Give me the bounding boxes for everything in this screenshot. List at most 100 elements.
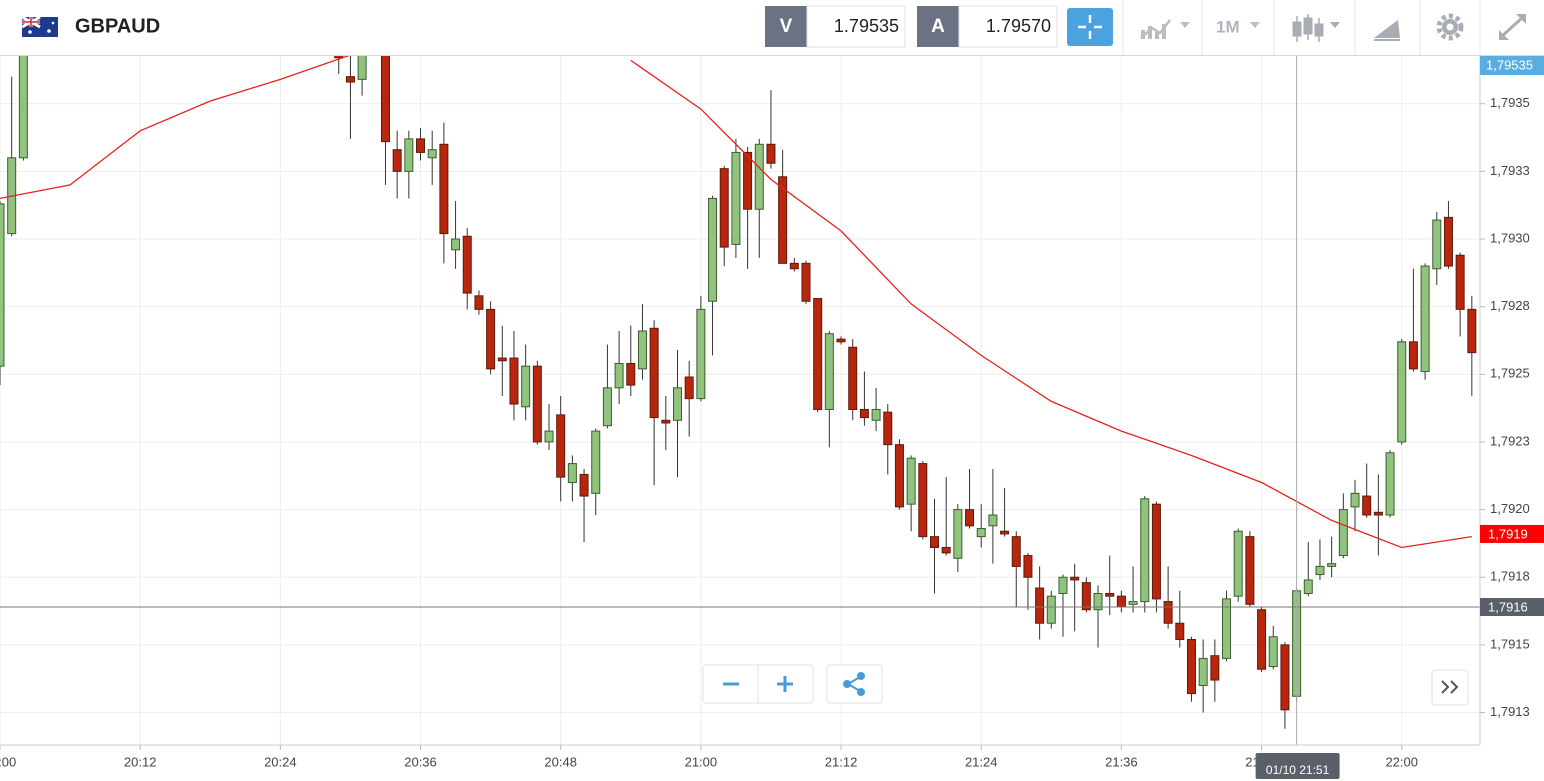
candle-body (521, 365, 531, 408)
crosshair-button[interactable] (1067, 8, 1113, 46)
candle-body (591, 430, 601, 494)
candle-body (497, 357, 507, 362)
buy-price: 1.79570 (986, 16, 1051, 36)
fullscreen-button[interactable] (1499, 14, 1526, 40)
candle-body (602, 387, 612, 427)
candle-body (789, 262, 799, 270)
ma-value-box (1480, 524, 1544, 543)
candle-body (1350, 492, 1360, 508)
ma-value: 1,7919 (1488, 526, 1528, 541)
x-tick-label: 21:36 (1105, 754, 1138, 769)
y-tick-label: 1,7918 (1490, 569, 1530, 584)
candle-body (404, 138, 414, 172)
candle-body (918, 463, 928, 538)
x-tick-label: 20:36 (404, 754, 437, 769)
x-tick-label: 22:00 (1385, 754, 1418, 769)
candle-body (567, 463, 577, 484)
candle-body (953, 509, 963, 559)
candle-body (1315, 565, 1325, 576)
candle-body (392, 149, 402, 172)
overlay-labels: 1,7916 01/10 21:51 1,7919 1,79535 (1255, 56, 1544, 779)
candle-body (1198, 657, 1208, 686)
candle-body (965, 509, 975, 527)
candle-body (416, 138, 426, 153)
y-tick-label: 1,7913 (1490, 704, 1530, 719)
candle-body (1093, 592, 1103, 611)
candle-body (801, 262, 811, 302)
candle-body (824, 333, 834, 410)
candle-body (719, 168, 729, 248)
chart-type-button[interactable] (1140, 19, 1190, 39)
buy-button[interactable]: A 1.79570 (917, 5, 1058, 48)
candle-body (451, 238, 461, 251)
y-tick-label: 1,7920 (1490, 501, 1530, 516)
candle-body (1467, 308, 1477, 354)
settings-button[interactable] (1436, 13, 1464, 41)
candle-body (929, 536, 939, 548)
candle-body (976, 528, 986, 538)
candle-body (766, 143, 776, 164)
scroll-right-button[interactable] (1431, 669, 1469, 706)
timeframe-button[interactable]: 1M (1216, 17, 1260, 36)
candle-body (988, 514, 998, 527)
candle-body (883, 411, 893, 446)
y-tick-label: 1,7925 (1490, 366, 1530, 381)
candle-body (906, 457, 916, 505)
axes: 1,7935 1,7933 1,7930 1,7928 1,7925 1,7923 1,79… (0, 55, 1530, 769)
candle-body (708, 197, 718, 302)
candle-style-button[interactable] (1292, 14, 1340, 42)
candle-body (1128, 601, 1138, 605)
candle-body (1210, 655, 1220, 681)
candle-body (684, 376, 694, 400)
y-tick-label: 1,7923 (1490, 433, 1530, 448)
draw-tool-button[interactable] (1374, 20, 1400, 41)
candle-body (614, 362, 624, 389)
candle-body (1058, 576, 1068, 594)
y-tick-label: 1,7915 (1490, 636, 1530, 651)
candle-body (673, 387, 683, 421)
y-tick-label: 1,7930 (1490, 230, 1530, 245)
candle-body (1408, 341, 1418, 370)
candle-body (18, 55, 28, 159)
candle-body (1011, 536, 1021, 567)
candle-body (743, 151, 753, 210)
candle-body (1280, 644, 1290, 711)
candle-body (1186, 638, 1196, 695)
candle-body (1140, 498, 1150, 603)
candle-body (1023, 555, 1033, 578)
candle-body (836, 338, 846, 343)
candle-body (334, 55, 344, 59)
candle-body (637, 330, 647, 370)
x-tick-label: 20:12 (124, 754, 157, 769)
candle-body (848, 346, 858, 410)
candle-body (509, 357, 519, 405)
candle-body (1151, 503, 1161, 600)
x-tick-label: 20:00 (0, 754, 16, 769)
candle-body (474, 295, 484, 310)
candle-body (532, 365, 542, 443)
price-box (1480, 56, 1544, 75)
candle-body (1373, 511, 1383, 516)
candle-body (894, 444, 904, 508)
crosshair-price-box (1480, 598, 1544, 616)
candle-body (1327, 563, 1337, 567)
candle-body (1116, 595, 1126, 608)
y-tick-label: 1,7935 (1490, 95, 1530, 110)
candle-body (754, 143, 764, 210)
candle-body (380, 55, 390, 143)
candle-body (462, 235, 472, 294)
candle-body (1443, 216, 1453, 267)
candle-body (1175, 622, 1185, 640)
sell-button[interactable]: V 1.79535 (765, 5, 906, 48)
candle-body (1362, 495, 1372, 516)
candle-body (1046, 595, 1056, 624)
candle-body (1385, 452, 1395, 516)
y-tick-label: 1,7933 (1490, 163, 1530, 178)
candle-body (544, 430, 554, 443)
share-button[interactable] (826, 664, 883, 704)
zoom-controls (702, 664, 814, 704)
zoom-in-button[interactable] (777, 676, 793, 692)
candle-body (1233, 530, 1243, 597)
